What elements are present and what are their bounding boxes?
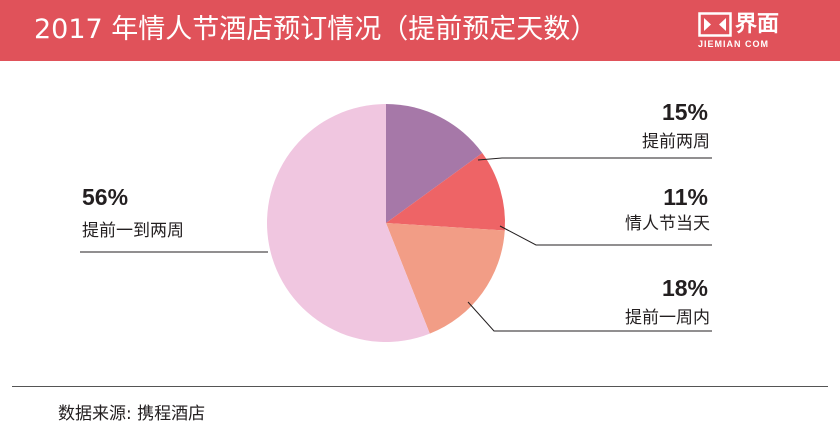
logo-subtext: JIEMIAN COM bbox=[698, 39, 770, 49]
leader-valentines-day bbox=[499, 225, 712, 246]
slice-two-weeks bbox=[386, 104, 483, 223]
leader-two-weeks bbox=[477, 157, 712, 161]
slice-label-valentines-day: 情人节当天 bbox=[625, 214, 710, 234]
chart-title: 2017 年情人节酒店预订情况（提前预定天数） bbox=[34, 14, 598, 45]
leader-within-week bbox=[467, 301, 712, 332]
jiemian-logo-icon bbox=[698, 11, 732, 38]
slice-label-one-to-two-weeks: 提前一到两周 bbox=[82, 221, 184, 241]
slice-percent-one-to-two-weeks: 56% bbox=[82, 184, 129, 210]
slice-percent-two-weeks: 15% bbox=[661, 99, 708, 125]
slice-one-to-two-weeks bbox=[266, 103, 430, 342]
slice-valentines-day bbox=[386, 153, 506, 231]
slice-label-within-week: 提前一周内 bbox=[625, 308, 710, 328]
slice-within-week bbox=[386, 223, 505, 334]
logo-text: 界面 bbox=[735, 12, 780, 37]
data-source: 数据来源: 携程酒店 bbox=[58, 404, 206, 424]
slice-percent-valentines-day: 11% bbox=[663, 184, 708, 210]
title-bar: 2017 年情人节酒店预订情况（提前预定天数） 界面 JIEMIAN COM bbox=[0, 0, 840, 61]
slice-label-two-weeks: 提前两周 bbox=[642, 132, 710, 152]
jiemian-logo: 界面 JIEMIAN COM bbox=[698, 11, 794, 51]
slice-percent-within-week: 18% bbox=[661, 275, 708, 301]
footer-divider bbox=[12, 386, 828, 387]
